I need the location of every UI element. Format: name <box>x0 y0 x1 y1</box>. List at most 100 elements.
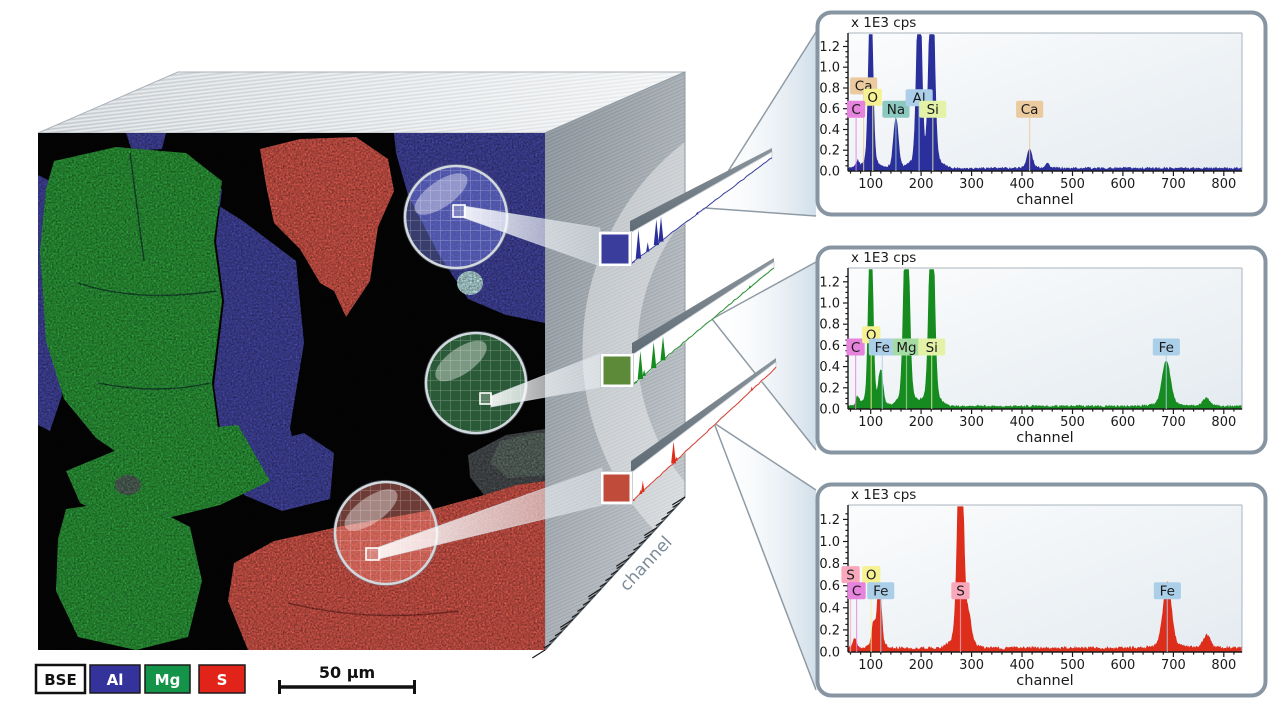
element-label-text: S <box>846 567 855 583</box>
x-tick-label: 800 <box>1211 177 1236 192</box>
element-label-text: Fe <box>875 340 890 356</box>
element-label-text: Fe <box>1159 340 1174 356</box>
rod-top-face <box>630 148 772 233</box>
element-label-badge <box>841 566 860 584</box>
rod-spike <box>695 211 699 215</box>
x-tick-label: 500 <box>1060 415 1085 430</box>
s-pixel-handle <box>365 547 380 561</box>
rod-top-face <box>632 258 774 355</box>
element-label-badge <box>846 338 865 356</box>
y-tick-label: 0.6 <box>819 102 840 117</box>
element-label-text: Si <box>926 340 938 356</box>
element-label-badge <box>863 88 882 106</box>
spectrum-slice-rod <box>600 358 777 505</box>
y-unit-label: x 1E3 cps <box>851 487 916 503</box>
y-tick-label: 1.2 <box>819 40 840 55</box>
element-label-badge <box>846 100 866 118</box>
x-tick-label: 600 <box>1111 415 1136 430</box>
element-label-text: C <box>852 583 861 599</box>
rod-spike <box>651 342 657 368</box>
rod-spike <box>765 376 768 377</box>
illustration-scene: channel BSE Al Mg S 50 µm <box>34 31 817 695</box>
rod-spike <box>637 350 644 380</box>
x-tick-label: 500 <box>1060 177 1085 192</box>
element-label-text: C <box>851 102 860 118</box>
rod-spike <box>653 219 659 246</box>
element-label-text: O <box>867 90 878 106</box>
x-tick-label: 500 <box>1060 658 1085 673</box>
element-label-text: O <box>866 567 877 583</box>
spectrum-slice-rod <box>600 258 775 388</box>
x-tick-label: 100 <box>858 415 883 430</box>
element-label-badge <box>1153 582 1181 600</box>
y-tick-label: 0.8 <box>819 81 840 96</box>
y-tick-label: 1.0 <box>819 61 840 76</box>
rod-spike <box>641 480 645 492</box>
element-label-text: Mg <box>896 340 916 356</box>
y-tick-label: 0.8 <box>819 557 840 572</box>
rod-spike <box>642 369 646 376</box>
y-tick-label: 0.0 <box>819 165 840 180</box>
y-tick-label: 1.0 <box>819 535 840 550</box>
rod-spike <box>631 260 636 263</box>
element-label-badge <box>1152 338 1180 356</box>
legend-swatch-bse <box>34 663 87 695</box>
scale-bar-label: 50 µm <box>319 663 375 682</box>
rod-spike <box>658 216 664 242</box>
pixel-handles <box>365 204 492 561</box>
x-tick-label: 400 <box>1010 658 1035 673</box>
x-tick-label: 700 <box>1161 415 1186 430</box>
spectrum-curve <box>847 34 1243 172</box>
y-tick-label: 0.2 <box>819 623 840 638</box>
element-label-badge <box>1016 100 1044 118</box>
legend-swatch-al <box>89 664 141 694</box>
element-label-text: Fe <box>1160 583 1175 599</box>
x-tick-label: 700 <box>1161 658 1186 673</box>
y-tick-label: 1.2 <box>819 275 840 290</box>
x-tick-label: 600 <box>1111 177 1136 192</box>
x-tick-label: 600 <box>1111 658 1136 673</box>
x-tick-label: 800 <box>1211 415 1236 430</box>
element-label-badge <box>919 100 947 118</box>
x-tick-label: 200 <box>909 658 934 673</box>
y-tick-label: 0.4 <box>819 601 840 616</box>
spectrum-slice-rod <box>598 148 773 267</box>
y-tick-label: 0.0 <box>819 403 840 418</box>
rod-spike <box>750 386 753 391</box>
al-pixel-handle <box>452 204 466 218</box>
x-axis-label: channel <box>1016 192 1073 208</box>
s-selection-circle <box>332 479 440 587</box>
x-tick-label: 300 <box>959 658 984 673</box>
element-label-badge <box>882 100 910 118</box>
element-label-badge <box>918 338 946 356</box>
x-tick-label: 400 <box>1010 177 1035 192</box>
rod-spike <box>646 242 650 252</box>
element-label-badge <box>847 582 866 600</box>
element-label-badge <box>867 582 895 600</box>
x-tick-label: 300 <box>959 415 984 430</box>
rod-spike <box>633 381 638 384</box>
element-label-text: Si <box>927 102 939 118</box>
rod-spike <box>671 441 676 464</box>
cube-axis-ticks <box>531 496 686 659</box>
element-label-badge <box>951 582 970 600</box>
glare-arc <box>582 87 685 613</box>
legend-label-al: Al <box>107 671 124 689</box>
y-tick-label: 1.2 <box>819 513 840 528</box>
data-cube-top-face <box>37 71 686 134</box>
rod-baseline-trace <box>629 157 773 266</box>
rod-to-panel-funnels <box>704 31 817 691</box>
spectrum-curve <box>847 506 1243 653</box>
y-unit-label: x 1E3 cps <box>851 15 916 31</box>
x-tick-label: 700 <box>1161 177 1186 192</box>
element-label-text: O <box>866 328 877 344</box>
element-label-badge <box>862 566 881 584</box>
x-tick-label: 200 <box>909 415 934 430</box>
element-label-badge <box>893 338 921 356</box>
selection-circles <box>332 163 529 587</box>
x-tick-label: 100 <box>858 658 883 673</box>
spectrum-curve <box>847 269 1243 410</box>
map-legend: BSE Al Mg S <box>34 663 246 695</box>
legend-swatch-mg <box>144 664 191 694</box>
